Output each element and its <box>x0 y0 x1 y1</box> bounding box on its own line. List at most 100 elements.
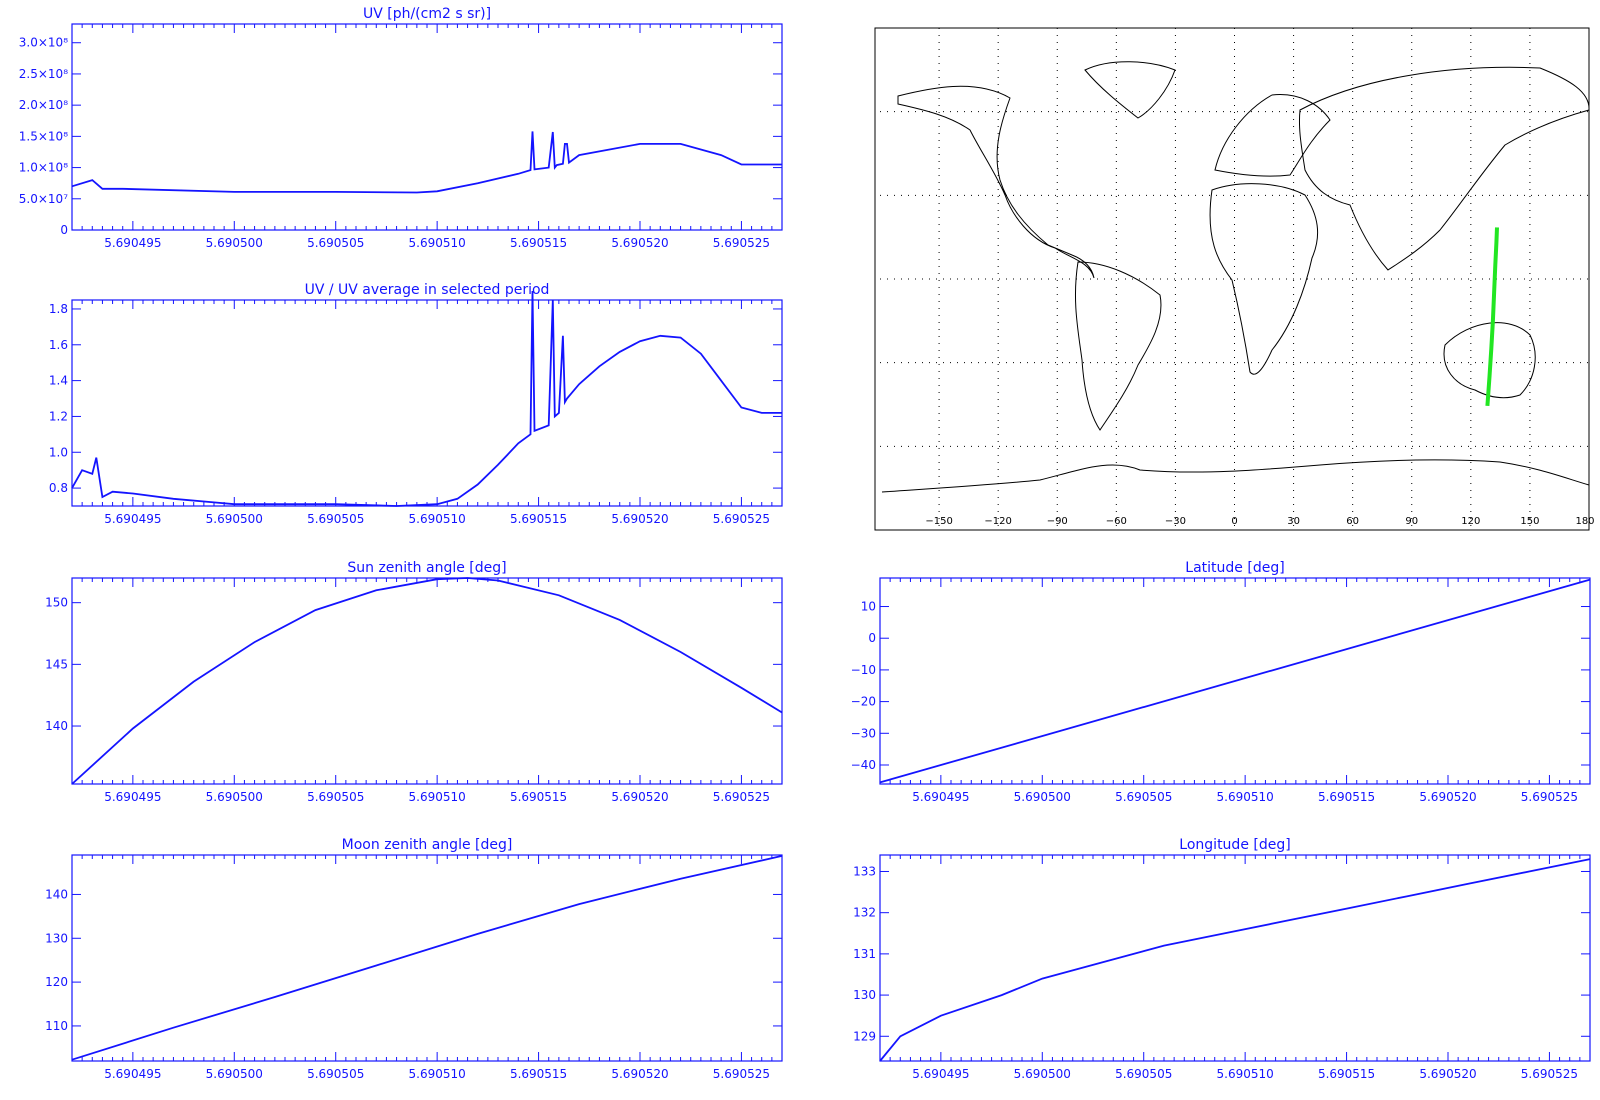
x-tick-label: 5.690515 <box>510 512 567 526</box>
y-tick-label: 131 <box>853 947 876 961</box>
y-tick-label: 1.0 <box>49 445 68 459</box>
series-line-uv-ratio <box>71 290 782 507</box>
coastline-australia <box>1443 322 1536 399</box>
map-lon-tick-label: 180 <box>1575 516 1594 527</box>
x-tick-label: 5.690515 <box>1318 1067 1375 1081</box>
map-lon-tick-label: −120 <box>984 516 1011 527</box>
series-line-sun-zenith <box>71 577 783 785</box>
chart-title: Sun zenith angle [deg] <box>347 560 506 576</box>
y-tick-label: 140 <box>45 887 68 901</box>
chart-sun-zenith: Sun zenith angle [deg] 5.690495 5.690500 5.… <box>45 560 783 804</box>
y-tick-label: 120 <box>45 975 68 989</box>
y-tick-label: 132 <box>853 906 876 920</box>
map-lon-tick-label: −60 <box>1106 516 1127 527</box>
y-tick-label: −40 <box>851 758 876 772</box>
series-line-latitude <box>879 578 1591 784</box>
x-tick-label: 5.690505 <box>307 236 364 250</box>
x-tick-label: 5.690520 <box>1419 790 1476 804</box>
x-tick-label: 5.690510 <box>409 236 466 250</box>
x-tick-label: 5.690520 <box>1419 1067 1476 1081</box>
x-tick-label: 5.690510 <box>409 1067 466 1081</box>
chart-title: UV / UV average in selected period <box>305 282 550 298</box>
x-tick-label: 5.690500 <box>206 1067 263 1081</box>
x-tick-label: 5.690515 <box>510 1067 567 1081</box>
x-tick-label: 5.690500 <box>206 512 263 526</box>
world-map-panel: −150 −120 −90 −60 −30 0 30 60 90 120 150 180 <box>874 27 1595 531</box>
satellite-ground-track <box>1485 227 1499 407</box>
y-tick-label: 5.0×10⁷ <box>19 192 68 206</box>
chart-uv: UV [ph/(cm2 s sr)] 5.690495 5.690500 5.6905… <box>19 6 783 250</box>
y-tick-label: 1.6 <box>49 338 68 352</box>
y-tick-label: 140 <box>45 719 68 733</box>
x-tick-label: 5.690525 <box>713 236 770 250</box>
chart-title: Longitude [deg] <box>1179 837 1290 853</box>
y-tick-label: 2.0×10⁸ <box>19 98 68 112</box>
x-tick-label: 5.690515 <box>1318 790 1375 804</box>
chart-uv-ratio: UV / UV average in selected period 5.6904… <box>49 282 783 526</box>
x-tick-label: 5.690515 <box>510 790 567 804</box>
x-tick-label: 5.690525 <box>713 790 770 804</box>
coastline-europe <box>1214 94 1331 177</box>
map-lon-tick-label: −30 <box>1165 516 1186 527</box>
x-tick-label: 5.690510 <box>409 512 466 526</box>
plot-frame <box>879 854 1591 1062</box>
x-tick-label: 5.690500 <box>1014 790 1071 804</box>
map-lon-tick-label: 0 <box>1231 516 1237 527</box>
y-tick-label: 1.0×10⁸ <box>19 161 68 175</box>
chart-longitude: Longitude [deg] 5.690495 5.690500 5.690505 5… <box>853 837 1591 1081</box>
y-tick-label: 130 <box>853 988 876 1002</box>
x-tick-label: 5.690495 <box>104 512 161 526</box>
x-tick-label: 5.690510 <box>409 790 466 804</box>
x-tick-label: 5.690520 <box>611 790 668 804</box>
x-tick-label: 5.690505 <box>307 512 364 526</box>
y-tick-label: 0 <box>868 631 876 645</box>
series-line-uv <box>71 131 782 194</box>
x-tick-label: 5.690495 <box>104 236 161 250</box>
map-frame <box>874 27 1590 531</box>
plot-frame <box>71 299 783 507</box>
plot-frame <box>71 23 783 231</box>
series-line-moon-zenith <box>71 855 783 1061</box>
map-lon-tick-label: 60 <box>1346 516 1359 527</box>
x-tick-label: 5.690500 <box>206 790 263 804</box>
map-lon-tick-label: 90 <box>1405 516 1418 527</box>
map-lon-tick-label: −90 <box>1047 516 1068 527</box>
chart-title: Latitude [deg] <box>1185 560 1284 576</box>
y-tick-label: 0 <box>60 223 68 237</box>
y-tick-label: 130 <box>45 931 68 945</box>
x-tick-label: 5.690520 <box>611 1067 668 1081</box>
map-lon-tick-label: −150 <box>925 516 952 527</box>
x-tick-label: 5.690505 <box>1115 790 1172 804</box>
x-tick-label: 5.690495 <box>912 790 969 804</box>
coastline-africa <box>1209 183 1319 375</box>
plot-frame <box>71 854 783 1062</box>
y-tick-label: 150 <box>45 596 68 610</box>
chart-title: UV [ph/(cm2 s sr)] <box>363 6 491 22</box>
y-tick-label: 129 <box>853 1029 876 1043</box>
plot-frame <box>71 577 783 785</box>
x-tick-label: 5.690505 <box>307 1067 364 1081</box>
y-tick-label: 1.4 <box>49 374 68 388</box>
y-tick-label: −30 <box>851 726 876 740</box>
chart-latitude: Latitude [deg] 5.690495 5.690500 5.690505 5.… <box>851 560 1591 804</box>
y-tick-label: 1.5×10⁸ <box>19 129 68 143</box>
x-tick-label: 5.690510 <box>1217 790 1274 804</box>
y-tick-label: 1.2 <box>49 409 68 423</box>
chart-title: Moon zenith angle [deg] <box>342 837 513 853</box>
map-lon-tick-label: 150 <box>1520 516 1539 527</box>
y-tick-label: −10 <box>851 663 876 677</box>
x-tick-label: 5.690515 <box>510 236 567 250</box>
map-lon-tick-label: 30 <box>1287 516 1300 527</box>
x-tick-label: 5.690520 <box>611 512 668 526</box>
x-tick-label: 5.690495 <box>912 1067 969 1081</box>
y-tick-label: 145 <box>45 657 68 671</box>
x-tick-label: 5.690505 <box>1115 1067 1172 1081</box>
map-lon-tick-label: 120 <box>1461 516 1480 527</box>
y-tick-label: 1.8 <box>49 302 68 316</box>
x-tick-label: 5.690505 <box>307 790 364 804</box>
x-tick-label: 5.690525 <box>1521 1067 1578 1081</box>
x-tick-label: 5.690495 <box>104 790 161 804</box>
y-tick-label: 2.5×10⁸ <box>19 67 68 81</box>
x-tick-label: 5.690495 <box>104 1067 161 1081</box>
